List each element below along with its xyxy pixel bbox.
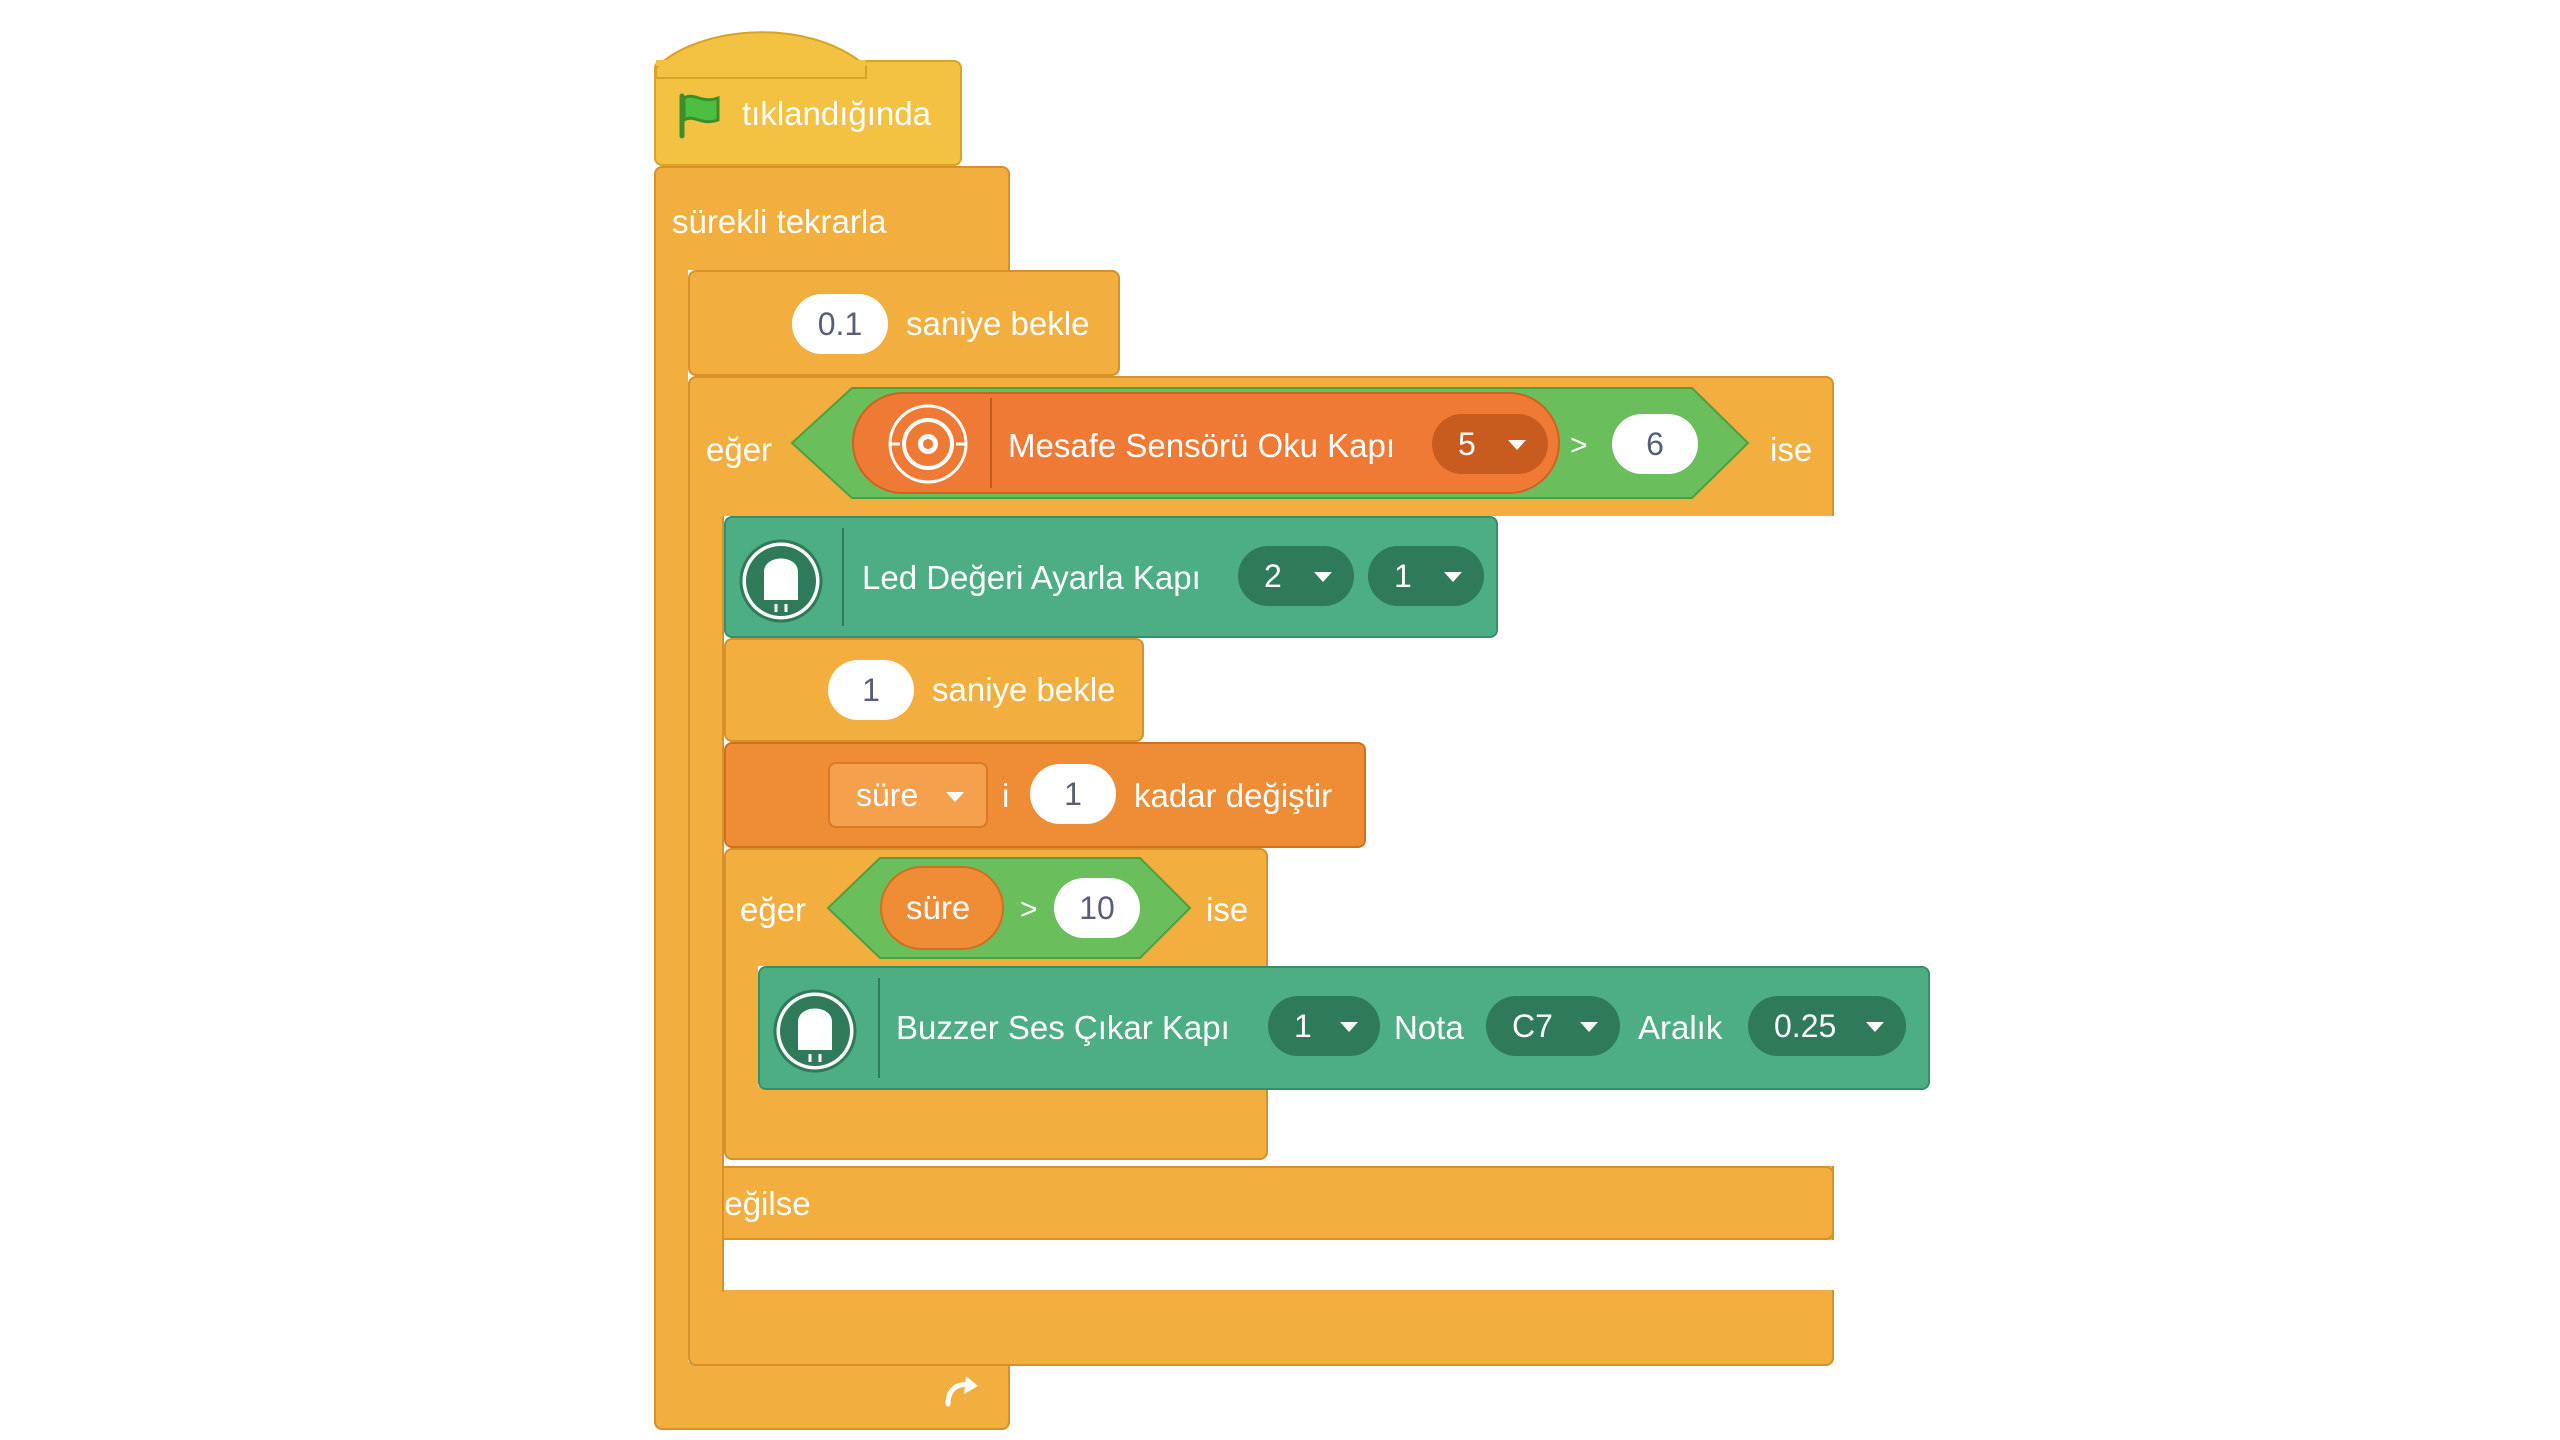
led-label: Led Değeri Ayarla Kapı	[862, 559, 1201, 596]
led-value-value: 1	[1394, 558, 1412, 594]
led-value-dropdown[interactable]: 1	[1368, 546, 1484, 606]
sensor-divider	[990, 398, 992, 488]
else-mouth	[724, 1240, 1836, 1290]
chevron-down-icon	[1508, 440, 1526, 450]
sensor-label: Mesafe Sensörü Oku Kapı	[1008, 427, 1396, 464]
compare-value-input-1[interactable]: 6	[1612, 414, 1698, 474]
wait-seconds-input-1[interactable]: 0.1	[792, 294, 888, 354]
distance-sensor-icon	[888, 404, 968, 484]
chevron-down-icon	[946, 792, 964, 802]
compare-value-input-2[interactable]: 10	[1054, 878, 1140, 938]
operator-symbol-1: >	[1570, 429, 1588, 462]
wait-block-1[interactable]	[688, 270, 1120, 376]
nota-label: Nota	[1394, 1009, 1464, 1046]
change-label: kadar değiştir	[1134, 777, 1333, 814]
aralik-value: 0.25	[1774, 1008, 1837, 1044]
chevron-down-icon	[1340, 1022, 1358, 1032]
buzzer-divider	[878, 978, 880, 1078]
led-icon	[739, 539, 823, 623]
green-flag-icon	[679, 93, 720, 139]
operator-symbol-2: >	[1020, 893, 1038, 926]
hat-cap	[655, 31, 867, 79]
nota-dropdown[interactable]: C7	[1486, 996, 1620, 1056]
sensor-port-dropdown[interactable]: 5	[1432, 414, 1548, 474]
nota-value: C7	[1512, 1008, 1553, 1044]
change-suffix: i	[1002, 777, 1010, 814]
then-label-2: ise	[1206, 891, 1249, 928]
chevron-down-icon	[1580, 1022, 1598, 1032]
aralik-dropdown[interactable]: 0.25	[1748, 996, 1906, 1056]
buzzer-icon	[773, 989, 857, 1073]
led-port-dropdown[interactable]: 2	[1238, 546, 1354, 606]
wait-label-1: saniye bekle	[906, 305, 1090, 342]
forever-label: sürekli tekrarla	[672, 203, 887, 240]
if-else-spine	[688, 516, 724, 1292]
led-divider	[842, 528, 844, 626]
if-label-2: eğer	[740, 891, 807, 928]
if-label-1: eğer	[706, 431, 773, 468]
chevron-down-icon	[1866, 1022, 1884, 1032]
change-value-input[interactable]: 1	[1030, 764, 1116, 824]
wait-label-2: saniye bekle	[932, 671, 1116, 708]
buzzer-label: Buzzer Ses Çıkar Kapı	[896, 1009, 1230, 1046]
chevron-down-icon	[1444, 572, 1462, 582]
loop-arrow-icon	[945, 1376, 978, 1407]
variable-dropdown[interactable]: süre	[828, 762, 988, 828]
buzzer-port-dropdown[interactable]: 1	[1268, 996, 1380, 1056]
else-bar	[688, 1166, 1834, 1240]
chevron-down-icon	[1314, 572, 1332, 582]
hat-cap-fill	[656, 60, 866, 66]
wait-seconds-input-2[interactable]: 1	[828, 660, 914, 720]
variable-reporter-sure[interactable]: süre	[880, 866, 1004, 950]
hat-label: tıklandığında	[742, 95, 931, 132]
then-label-1: ise	[1770, 431, 1813, 468]
variable-dropdown-value: süre	[856, 777, 919, 813]
wait-block-2[interactable]	[724, 638, 1144, 742]
aralik-label: Aralık	[1638, 1009, 1723, 1046]
buzzer-port-value: 1	[1294, 1008, 1312, 1044]
led-port-value: 2	[1264, 558, 1282, 594]
variable-reporter-label: süre	[906, 889, 971, 926]
sensor-port-value: 5	[1458, 426, 1476, 462]
